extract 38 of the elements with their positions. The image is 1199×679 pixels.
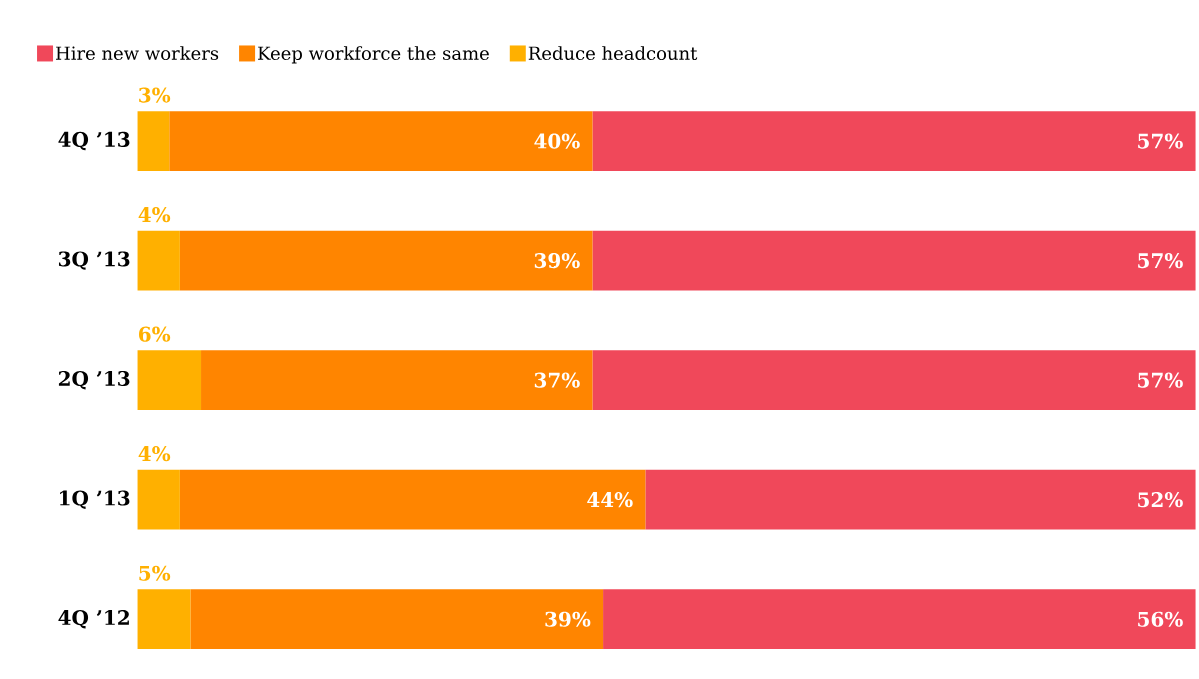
bar xyxy=(592,111,1196,171)
data-label: 3% xyxy=(139,87,171,103)
data-label: 44% xyxy=(587,492,633,508)
bar xyxy=(137,469,180,530)
legend-label: Reduce headcount xyxy=(528,46,698,61)
data-label: 39% xyxy=(534,253,580,269)
y-tick-label: 1Q ’13 xyxy=(60,490,130,509)
bar xyxy=(137,111,170,171)
data-label: 57% xyxy=(1138,372,1183,388)
legend-label: Hire new workers xyxy=(56,46,219,61)
data-label: 4% xyxy=(138,446,171,462)
y-tick-label: 4Q ’12 xyxy=(58,610,129,629)
data-label: 5% xyxy=(139,565,171,581)
y-tick-label: 4Q ’13 xyxy=(58,131,130,151)
bar xyxy=(137,350,202,411)
bar xyxy=(190,589,604,650)
data-label: 57% xyxy=(1138,253,1183,269)
bar xyxy=(137,230,180,291)
bar xyxy=(137,589,191,650)
bar xyxy=(179,469,646,530)
data-label: 57% xyxy=(1138,133,1183,149)
bar xyxy=(169,111,593,171)
bar xyxy=(603,589,1196,650)
data-label: 4% xyxy=(138,207,171,223)
data-label: 56% xyxy=(1138,611,1183,627)
bar xyxy=(179,230,593,291)
y-tick-label: 2Q ’13 xyxy=(58,370,130,390)
data-label: 52% xyxy=(1138,492,1183,508)
data-label: 37% xyxy=(534,372,580,388)
data-label: 40% xyxy=(534,133,580,149)
bar xyxy=(645,469,1196,530)
bar xyxy=(592,350,1196,411)
bar xyxy=(592,230,1196,291)
y-tick-label: 3Q ’13 xyxy=(58,251,130,270)
data-label: 39% xyxy=(545,611,591,627)
legend-label: Keep workforce the same xyxy=(258,46,489,64)
data-label: 6% xyxy=(139,326,171,342)
bar xyxy=(201,350,593,411)
